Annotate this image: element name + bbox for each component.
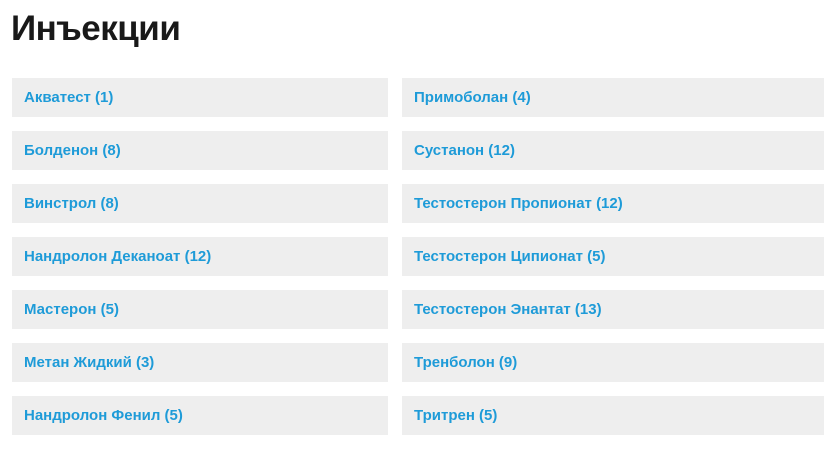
category-link[interactable]: Примоболан (4) bbox=[414, 89, 531, 106]
category-link[interactable]: Метан Жидкий (3) bbox=[24, 354, 155, 371]
category-item: Винстрол (8) bbox=[12, 184, 388, 223]
category-item: Мастерон (5) bbox=[12, 290, 388, 329]
category-item: Болденон (8) bbox=[12, 131, 388, 170]
category-item: Тестостерон Пропионат (12) bbox=[402, 184, 824, 223]
category-item: Примоболан (4) bbox=[402, 78, 824, 117]
category-link[interactable]: Мастерон (5) bbox=[24, 301, 119, 318]
category-link[interactable]: Тестостерон Энантат (13) bbox=[414, 301, 602, 318]
category-item: Сустанон (12) bbox=[402, 131, 824, 170]
category-link[interactable]: Акватест (1) bbox=[24, 89, 114, 106]
category-item: Тестостерон Энантат (13) bbox=[402, 290, 824, 329]
category-item: Нандролон Фенил (5) bbox=[12, 396, 388, 435]
category-link[interactable]: Тритрен (5) bbox=[414, 407, 498, 424]
category-link[interactable]: Нандролон Фенил (5) bbox=[24, 407, 183, 424]
category-item: Тренболон (9) bbox=[402, 343, 824, 382]
page-title: Инъекции bbox=[11, 9, 181, 48]
category-item: Нандролон Деканоат (12) bbox=[12, 237, 388, 276]
category-grid: Акватест (1) Болденон (8) Винстрол (8) Нанд… bbox=[0, 78, 824, 435]
category-link[interactable]: Тренболон (9) bbox=[414, 354, 518, 371]
category-item: Тритрен (5) bbox=[402, 396, 824, 435]
category-item: Акватест (1) bbox=[12, 78, 388, 117]
category-link[interactable]: Болденон (8) bbox=[24, 142, 121, 159]
category-link[interactable]: Тестостерон Пропионат (12) bbox=[414, 195, 623, 212]
category-link[interactable]: Сустанон (12) bbox=[414, 142, 515, 159]
category-link[interactable]: Винстрол (8) bbox=[24, 195, 119, 212]
category-item: Метан Жидкий (3) bbox=[12, 343, 388, 382]
category-link[interactable]: Нандролон Деканоат (12) bbox=[24, 248, 212, 265]
category-item: Тестостерон Ципионат (5) bbox=[402, 237, 824, 276]
category-link[interactable]: Тестостерон Ципионат (5) bbox=[414, 248, 606, 265]
